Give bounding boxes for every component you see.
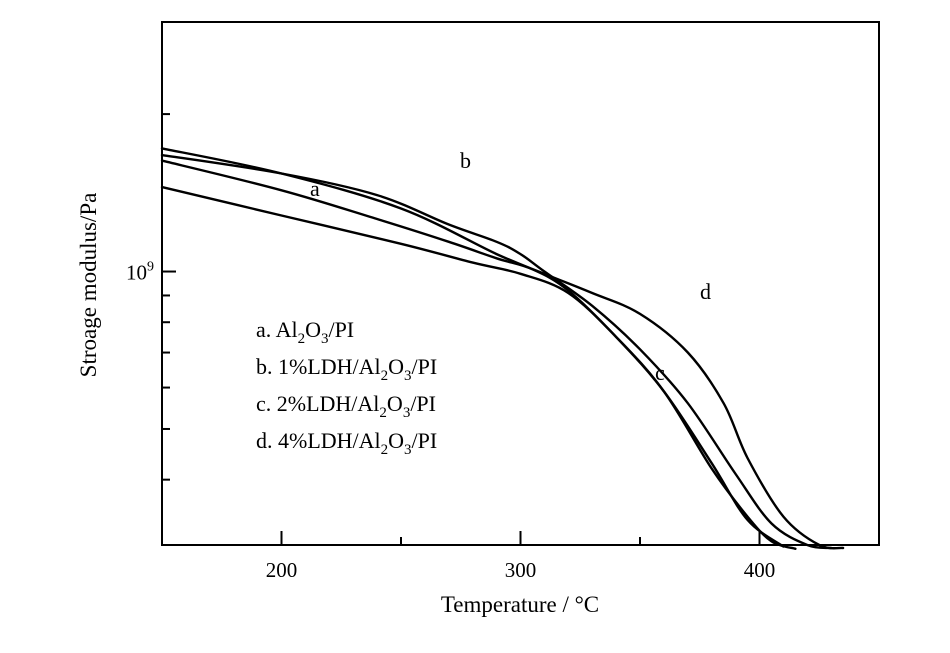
legend-item-1: a. Al2O3/PI	[256, 317, 354, 347]
y-tick-exponent: 9	[147, 260, 154, 275]
x-tick-label-200: 200	[266, 558, 298, 582]
series-line-d	[160, 147, 845, 550]
x-tick-label-300: 300	[505, 558, 537, 582]
curves-group	[160, 147, 845, 550]
curve-labels-group: a b c d	[310, 148, 711, 385]
curve-label-b: b	[460, 148, 471, 173]
plot-frame	[161, 21, 880, 546]
legend-item-2: b. 1%LDH/Al2O3/PI	[256, 354, 437, 384]
y-ticks-group	[162, 113, 176, 481]
series-line-b	[160, 153, 833, 550]
curve-label-a: a	[310, 176, 320, 201]
legend: a. Al2O3/PI b. 1%LDH/Al2O3/PI c. 2%LDH/Al2…	[256, 317, 437, 458]
x-ticks-group: 200 300 400	[266, 531, 776, 582]
curve-label-d: d	[700, 279, 711, 304]
x-tick-label-400: 400	[744, 558, 776, 582]
x-axis-title: Temperature / °C	[441, 592, 599, 617]
curve-label-c: c	[655, 360, 665, 385]
y-axis-title: Stroage modulus/Pa	[76, 193, 101, 378]
y-tick-label-1e9: 109	[126, 260, 154, 285]
y-tick-base: 10	[126, 261, 147, 285]
legend-item-3: c. 2%LDH/Al2O3/PI	[256, 391, 436, 421]
legend-item-4: d. 4%LDH/Al2O3/PI	[256, 428, 437, 458]
